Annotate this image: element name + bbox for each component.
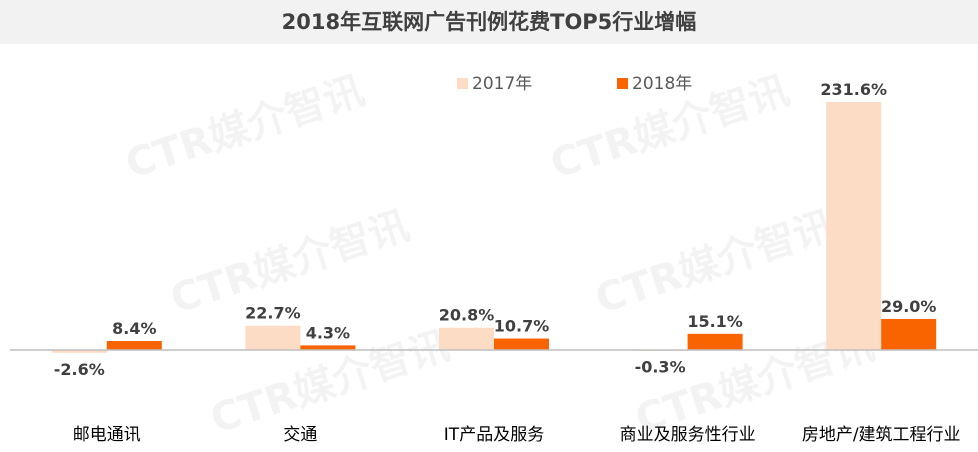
data-label: 231.6% [820,80,887,99]
legend-swatch-2018 [617,78,628,89]
bar-2018 [106,341,162,350]
data-label: 15.1% [687,312,743,331]
bar-2017 [245,325,301,350]
data-label: 22.7% [245,304,301,323]
data-label: 20.8% [439,306,495,325]
chart-title: 2018年互联网广告刊例花费TOP5行业增幅 [281,10,697,34]
legend-label: 2018年 [632,74,692,94]
category-label: 邮电通讯 [73,425,141,445]
bar-2018 [881,318,937,350]
bar-2018 [300,345,356,350]
bar-2017 [826,102,882,350]
category-label: 交通 [283,425,317,445]
category-label: 商业及服务性行业 [620,425,756,445]
data-label: 10.7% [494,317,550,336]
bar-chart: -2.6% 8.4% 邮电通讯 22.7% 4.3% 交通 20.8%10.7% IT产品及服… [10,74,978,445]
title-bar [0,0,978,44]
data-label: -2.6% [54,360,105,379]
data-label: 8.4% [112,319,156,338]
category-label: IT产品及服务 [444,425,544,445]
category-label: 房地产/建筑工程行业 [802,425,961,445]
legend-label: 2017年 [472,74,532,94]
data-label: -0.3% [635,357,686,376]
data-label: 29.0% [881,297,937,316]
data-label: 4.3% [306,323,350,342]
bar-2018 [687,333,743,350]
bar-2017 [51,350,107,353]
legend-swatch-2017 [457,78,468,89]
bar-2018 [494,338,549,350]
bar-2017 [439,327,494,350]
